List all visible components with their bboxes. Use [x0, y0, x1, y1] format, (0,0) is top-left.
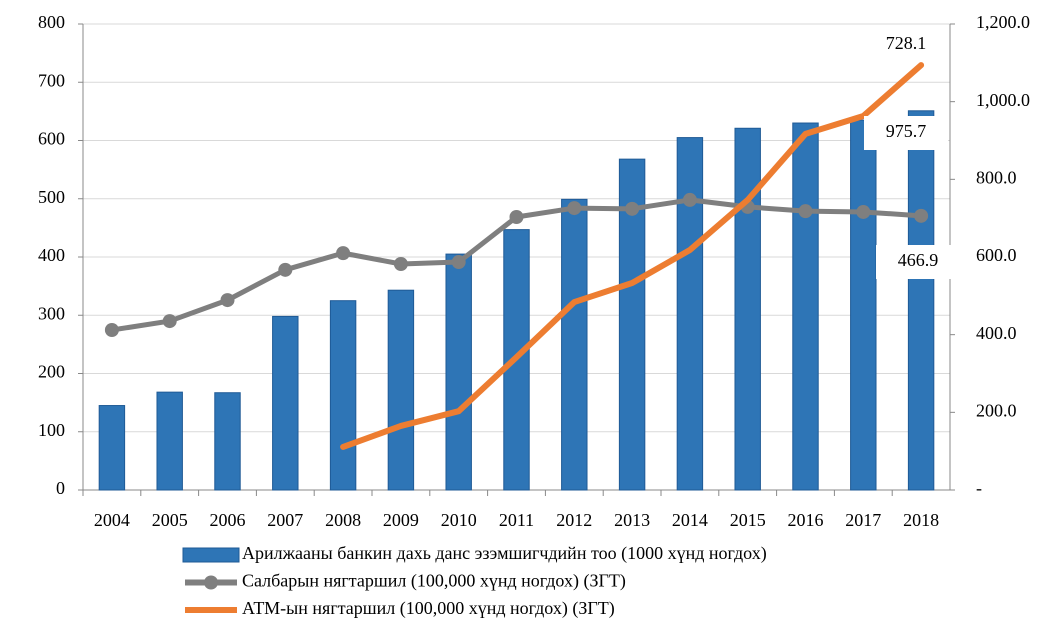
marker: [914, 208, 929, 223]
x-tick-label: 2011: [499, 510, 534, 530]
y2-tick-label: 200.0: [976, 400, 1017, 420]
bar: [734, 127, 761, 491]
legend-marker: [204, 575, 218, 590]
line: [340, 62, 925, 450]
marker: [509, 210, 524, 225]
marker: [162, 314, 177, 329]
y-tick-label: 600: [38, 129, 65, 149]
legend-label: Салбарын нягтаршил (100,000 хүнд ногдох)…: [242, 571, 626, 592]
bar: [561, 198, 588, 491]
y-tick-label: 500: [38, 187, 65, 207]
x-tick-label: 2005: [152, 510, 188, 530]
marker: [104, 323, 119, 338]
y-tick-label: 400: [38, 245, 65, 265]
bar: [214, 392, 241, 491]
annotation-box: [864, 116, 948, 150]
bar: [445, 253, 472, 491]
y-tick-label: 100: [38, 420, 65, 440]
bar: [850, 119, 877, 491]
x-tick-label: 2012: [556, 510, 592, 530]
annotation: 466.9: [898, 250, 939, 270]
x-tick-label: 2014: [672, 510, 708, 530]
bar: [387, 289, 415, 491]
y2-tick-label: 400.0: [976, 323, 1017, 343]
annotation: 975.7: [886, 121, 927, 141]
x-tick-label: 2004: [94, 510, 130, 530]
bar: [98, 405, 126, 491]
y-tick-label: 0: [56, 478, 65, 498]
marker: [798, 204, 813, 219]
marker: [393, 256, 408, 271]
y-tick-label: 300: [38, 303, 65, 323]
x-tick-label: 2010: [441, 510, 477, 530]
bar: [907, 110, 935, 491]
bar: [272, 315, 299, 491]
legend-label: АТМ-ын нягтаршил (100,000 хүнд ногдох) (…: [242, 598, 615, 619]
x-tick-label: 2017: [845, 510, 881, 530]
y-tick-label: 700: [38, 70, 65, 90]
y2-tick-label: 800.0: [976, 167, 1017, 187]
bar: [792, 122, 819, 491]
y-tick-label: 800: [38, 12, 65, 32]
y-tick-label: 200: [38, 362, 65, 382]
marker: [220, 293, 235, 308]
bar: [329, 300, 357, 491]
x-tick-label: 2007: [267, 510, 303, 530]
x-tick-label: 2009: [383, 510, 419, 530]
x-tick-label: 2016: [788, 510, 824, 530]
y2-tick-label: -: [976, 478, 982, 498]
annotation: 728.1: [886, 33, 927, 53]
marker: [336, 246, 351, 261]
marker: [856, 204, 871, 219]
bar: [156, 391, 183, 491]
x-tick-label: 2018: [903, 510, 939, 530]
marker: [278, 262, 293, 277]
legend-label: Арилжааны банкин дахь данс эзэмшигчдийн …: [242, 543, 767, 564]
marker: [451, 255, 466, 270]
x-tick-label: 2015: [730, 510, 766, 530]
x-tick-label: 2013: [614, 510, 650, 530]
y2-tick-label: 1,000.0: [976, 90, 1030, 110]
y2-tick-label: 600.0: [976, 245, 1017, 265]
marker: [682, 192, 697, 207]
y2-tick-label: 1,200.0: [976, 12, 1030, 32]
marker: [625, 201, 640, 216]
legend-swatch: [182, 547, 240, 563]
annotation-box: [876, 245, 960, 279]
x-tick-label: 2006: [210, 510, 246, 530]
bar: [676, 137, 704, 491]
marker: [567, 201, 582, 216]
x-tick-label: 2008: [325, 510, 361, 530]
